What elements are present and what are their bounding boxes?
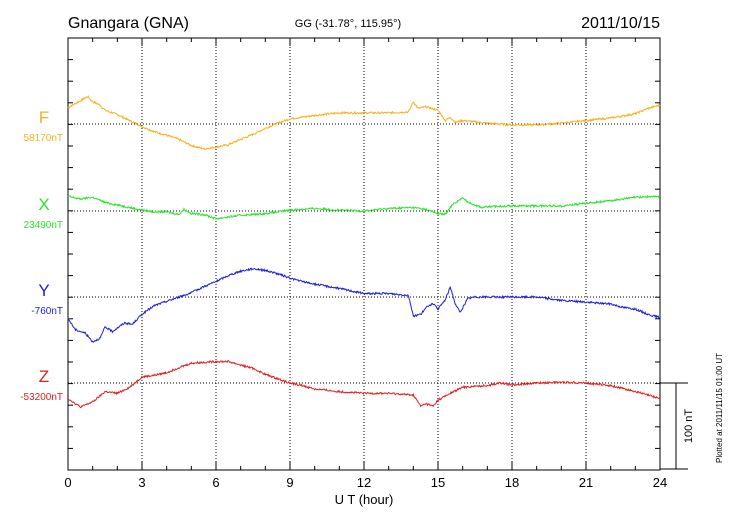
baseline-value-x: 23490nT	[24, 220, 63, 231]
station-coordinates: GG (-31.78°, 115.95°)	[295, 18, 401, 30]
x-tick-labels: 0 3 6 9 12 15 18 21 24	[64, 475, 667, 490]
x-tick-label: 15	[431, 475, 445, 490]
series-name-y: Y	[38, 281, 49, 300]
baseline-value-f: 58170nT	[24, 133, 63, 144]
trace-f	[67, 95, 661, 151]
x-tick-label: 6	[212, 475, 219, 490]
x-tick-label: 9	[286, 475, 293, 490]
x-tick-label: 12	[357, 475, 371, 490]
series-name-x: X	[38, 195, 49, 214]
plotted-at-note: Plotted at 2011/11/15 01:00 UT	[715, 353, 724, 463]
x-tick-label: 18	[505, 475, 519, 490]
scale-bar	[660, 382, 688, 470]
traces	[67, 95, 661, 409]
baseline-value-z: -53200nT	[20, 392, 63, 403]
scale-bar-label: 100 nT	[683, 409, 695, 444]
x-tick-label: 21	[579, 475, 593, 490]
series-name-f: F	[39, 108, 49, 127]
axis-ticks	[67, 38, 661, 470]
x-tick-label: 24	[653, 475, 667, 490]
date-label: 2011/10/15	[581, 15, 660, 32]
baseline-value-y: -760nT	[31, 306, 63, 317]
series-name-z: Z	[39, 367, 49, 386]
x-tick-label: 0	[64, 475, 71, 490]
trace-y	[67, 267, 661, 343]
trace-z	[67, 360, 661, 409]
x-tick-label: 3	[138, 475, 145, 490]
x-axis-label: U T (hour)	[335, 492, 394, 507]
station-title: Gnangara (GNA)	[68, 15, 189, 32]
grid	[141, 38, 587, 470]
trace-x	[67, 194, 661, 221]
series-labels: F 58170nT X 23490nT Y -760nT Z -53200nT	[20, 108, 63, 403]
